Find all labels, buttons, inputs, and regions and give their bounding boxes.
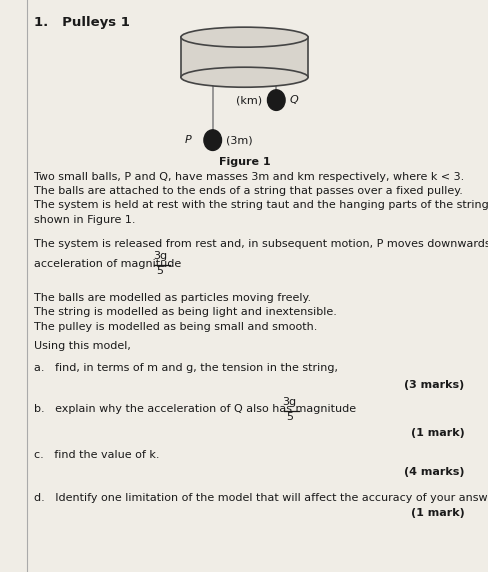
Ellipse shape: [181, 67, 307, 88]
Text: Figure 1: Figure 1: [218, 157, 270, 166]
Text: 5: 5: [285, 412, 292, 422]
Text: (4 marks): (4 marks): [403, 467, 464, 477]
Text: (3m): (3m): [226, 135, 252, 145]
Text: d.   Identify one limitation of the model that will affect the accuracy of your : d. Identify one limitation of the model …: [34, 493, 488, 503]
Text: Using this model,: Using this model,: [34, 341, 131, 351]
Text: (1 mark): (1 mark): [410, 428, 464, 438]
Circle shape: [267, 90, 285, 110]
Text: The balls are modelled as particles moving freely.
The string is modelled as bei: The balls are modelled as particles movi…: [34, 293, 336, 332]
Text: Two small balls, P and Q, have masses 3m and km respectively, where k < 3.
The b: Two small balls, P and Q, have masses 3m…: [34, 172, 488, 225]
Text: b.   explain why the acceleration of Q also has magnitude: b. explain why the acceleration of Q als…: [34, 404, 359, 414]
Circle shape: [203, 130, 221, 150]
Text: 5: 5: [156, 266, 163, 276]
Text: (1 mark): (1 mark): [410, 508, 464, 518]
Text: (km): (km): [235, 95, 261, 105]
Text: a.   find, in terms of m and g, the tension in the string,: a. find, in terms of m and g, the tensio…: [34, 363, 338, 373]
Text: 3g: 3g: [282, 398, 296, 407]
Text: 3g: 3g: [153, 252, 166, 261]
Bar: [181, 37, 307, 77]
Text: 1.   Pulleys 1: 1. Pulleys 1: [34, 16, 130, 29]
Ellipse shape: [181, 27, 307, 47]
Text: acceleration of magnitude: acceleration of magnitude: [34, 259, 184, 268]
Text: c.   find the value of k.: c. find the value of k.: [34, 450, 160, 460]
Text: The system is released from rest and, in subsequent motion, P moves downwards wi: The system is released from rest and, in…: [34, 239, 488, 249]
Text: P: P: [184, 135, 191, 145]
Text: Q: Q: [289, 95, 298, 105]
Text: (3 marks): (3 marks): [404, 380, 464, 390]
